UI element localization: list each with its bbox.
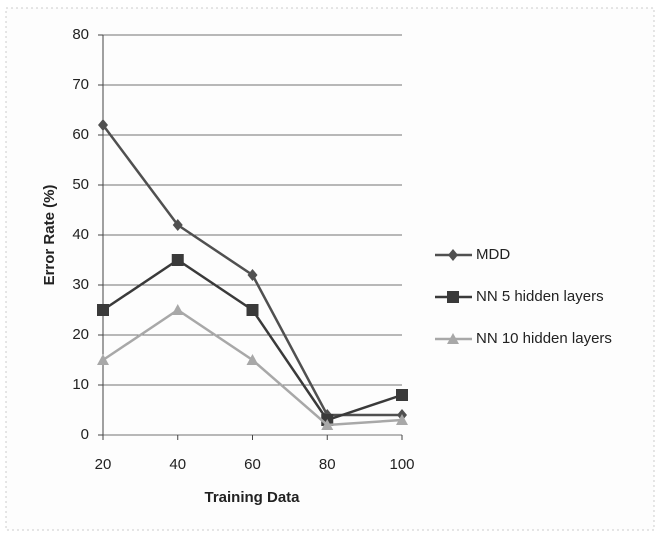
legend-label: MDD <box>476 246 510 263</box>
y-tick-label: 30 <box>72 276 89 293</box>
x-tick-label: 80 <box>319 456 336 473</box>
legend-marker <box>447 291 459 303</box>
x-tick-label: 100 <box>389 456 414 473</box>
y-tick-label: 10 <box>72 376 89 393</box>
y-tick-label: 50 <box>72 176 89 193</box>
marker <box>97 304 109 316</box>
y-tick-label: 20 <box>72 326 89 343</box>
y-tick-label: 70 <box>72 76 89 93</box>
marker <box>247 304 259 316</box>
legend-label: NN 5 hidden layers <box>476 288 604 305</box>
y-tick-label: 40 <box>72 226 89 243</box>
x-tick-label: 40 <box>169 456 186 473</box>
x-tick-label: 60 <box>244 456 261 473</box>
y-tick-label: 80 <box>72 26 89 43</box>
chart: Training Data Error Rate (%) 0 10 20 30 40 50… <box>0 0 660 537</box>
y-tick-label: 0 <box>81 426 89 443</box>
page: Training Data Error Rate (%) 0 10 20 30 40 50… <box>0 0 660 537</box>
marker <box>172 254 184 266</box>
x-tick-label: 20 <box>95 456 112 473</box>
x-axis-label: Training Data <box>204 489 300 506</box>
y-axis-label: Error Rate (%) <box>41 185 58 286</box>
y-tick-label: 60 <box>72 126 89 143</box>
legend-label: NN 10 hidden layers <box>476 330 612 347</box>
marker <box>396 389 408 401</box>
